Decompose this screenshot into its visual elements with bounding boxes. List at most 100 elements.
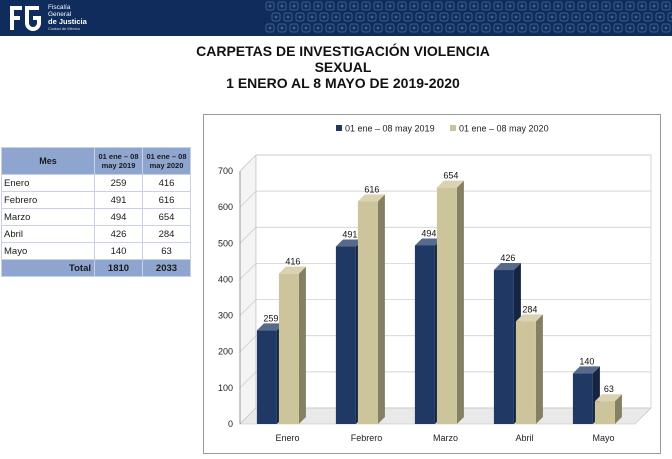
- pattern-dot: [268, 4, 272, 8]
- pattern-tile: [319, 12, 329, 22]
- pattern-tile: [601, 23, 611, 33]
- pattern-dot: [376, 4, 380, 8]
- pattern-tile: [637, 1, 647, 11]
- cell-mes: Mayo: [1, 242, 95, 260]
- data-label: 284: [522, 304, 537, 314]
- pattern-dot: [532, 4, 536, 8]
- pattern-dot: [532, 26, 536, 30]
- pattern-tile: [373, 1, 383, 11]
- pattern-tile: [661, 1, 671, 11]
- cell-mes: Enero: [1, 174, 95, 192]
- bar: [594, 401, 615, 424]
- pattern-dot: [316, 26, 320, 30]
- pattern-tile: [457, 23, 467, 33]
- bar-chart: 0 100 200 300 400 500 600 700 259 416 Enero 491 616 F…: [218, 124, 652, 443]
- pattern-tile: [283, 12, 293, 22]
- pattern-tile: [577, 1, 587, 11]
- pattern-tile: [457, 1, 467, 11]
- bar-top: [414, 238, 442, 246]
- pattern-tile: [649, 23, 659, 33]
- pattern-tile: [607, 12, 617, 22]
- bar: [256, 330, 277, 424]
- cell-2019: 140: [94, 242, 143, 260]
- pattern-tile: [337, 1, 347, 11]
- pattern-dot: [292, 4, 296, 8]
- pattern-dot: [568, 4, 572, 8]
- pattern-tile: [565, 1, 575, 11]
- pattern-dot: [364, 4, 368, 8]
- pattern-tile: [637, 23, 647, 33]
- pattern-tile: [505, 1, 515, 11]
- pattern-dot: [352, 4, 356, 8]
- chart-side-wall: [239, 154, 257, 425]
- legend-swatch: [336, 125, 342, 131]
- pattern-tile: [529, 1, 539, 11]
- table-header-2019: 01 ene – 08 may 2019: [94, 147, 143, 175]
- bar: [278, 273, 299, 424]
- pattern-dot: [568, 26, 572, 30]
- bar: [436, 187, 457, 424]
- data-label: 63: [604, 384, 614, 394]
- pattern-dot: [664, 4, 668, 8]
- pattern-tile: [325, 1, 335, 11]
- data-table: Mes 01 ene – 08 may 2019 01 ene – 08 may…: [1, 147, 191, 277]
- pattern-dot: [550, 15, 554, 19]
- pattern-tile: [613, 23, 623, 33]
- pattern-tile: [409, 23, 419, 33]
- pattern-dot: [340, 26, 344, 30]
- pattern-tile: [619, 12, 629, 22]
- pattern-tile: [517, 1, 527, 11]
- pattern-tile: [361, 23, 371, 33]
- page-title: CARPETAS DE INVESTIGACIÓN VIOLENCIA SEXU…: [150, 43, 536, 91]
- pattern-dot: [418, 15, 422, 19]
- pattern-tile: [463, 12, 473, 22]
- pattern-tile: [289, 23, 299, 33]
- pattern-dot: [436, 4, 440, 8]
- pattern-tile: [517, 23, 527, 33]
- y-tick-label: 0: [228, 419, 233, 429]
- pattern-dot: [562, 15, 566, 19]
- pattern-tile: [559, 12, 569, 22]
- pattern-tile: [469, 1, 479, 11]
- pattern-dot: [334, 15, 338, 19]
- pattern-tile: [301, 1, 311, 11]
- pattern-dot: [424, 26, 428, 30]
- pattern-tile: [625, 23, 635, 33]
- pattern-dot: [592, 26, 596, 30]
- bar-top: [357, 194, 385, 202]
- pattern-dot: [424, 4, 428, 8]
- pattern-dot: [652, 4, 656, 8]
- pattern-dot: [646, 15, 650, 19]
- pattern-dot: [628, 26, 632, 30]
- pattern-dot: [658, 15, 662, 19]
- logo-line1: Fiscalía: [48, 4, 71, 11]
- pattern-tile: [277, 23, 287, 33]
- table-row: Enero 259 416: [1, 174, 191, 192]
- data-label: 416: [285, 257, 300, 267]
- pattern-dot: [412, 26, 416, 30]
- pattern-dot: [520, 4, 524, 8]
- pattern-dot: [280, 4, 284, 8]
- pattern-dot: [358, 15, 362, 19]
- pattern-tile: [631, 12, 641, 22]
- pattern-dot: [328, 26, 332, 30]
- pattern-dot: [328, 4, 332, 8]
- pattern-tile: [337, 23, 347, 33]
- y-tick-label: 700: [218, 166, 233, 176]
- pattern-tile: [625, 1, 635, 11]
- fgj-logo-icon: [10, 6, 41, 31]
- cell-2019: 259: [94, 174, 143, 192]
- pattern-tile: [661, 23, 671, 33]
- pattern-dot: [604, 26, 608, 30]
- pattern-dot: [478, 15, 482, 19]
- cell-2020: 654: [142, 208, 191, 226]
- pattern-dot: [514, 15, 518, 19]
- pattern-dot: [310, 15, 314, 19]
- pattern-tile: [523, 12, 533, 22]
- pattern-tile: [313, 1, 323, 11]
- pattern-tile: [667, 12, 672, 22]
- pattern-dot: [502, 15, 506, 19]
- pattern-dot: [412, 4, 416, 8]
- pattern-tile: [451, 12, 461, 22]
- decorative-pattern: [265, 1, 672, 33]
